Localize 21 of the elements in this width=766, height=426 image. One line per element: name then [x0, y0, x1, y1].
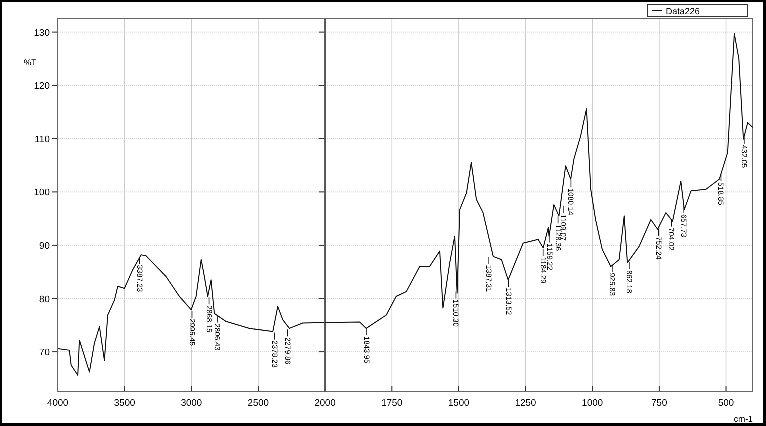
y-tick-label: 110	[34, 134, 50, 146]
x-axis-title: cm-1	[734, 414, 754, 424]
legend-label: Data226	[666, 6, 700, 16]
x-tick-label: 3000	[181, 398, 202, 409]
y-axis-title: %T	[24, 58, 37, 68]
x-tick-label: 1000	[582, 398, 604, 409]
y-tick-label: 100	[34, 188, 50, 199]
y-tick-label: 130	[34, 28, 50, 39]
x-tick-label: 500	[718, 398, 734, 409]
x-tick-label: 750	[652, 398, 668, 409]
y-tick-label: 80	[39, 294, 50, 306]
x-tick-label: 2500	[248, 398, 270, 409]
x-tick-label: 1500	[448, 398, 470, 409]
y-tick-label: 120	[34, 81, 50, 92]
x-tick-label: 3500	[114, 398, 136, 409]
y-tick-label: 90	[39, 240, 50, 252]
y-tick-label: 70	[39, 348, 50, 359]
x-tick-label: 1750	[382, 398, 403, 409]
x-tick-label: 1250	[515, 398, 536, 409]
x-tick-label: 4000	[47, 398, 69, 409]
x-tick-label: 2000	[314, 398, 336, 409]
